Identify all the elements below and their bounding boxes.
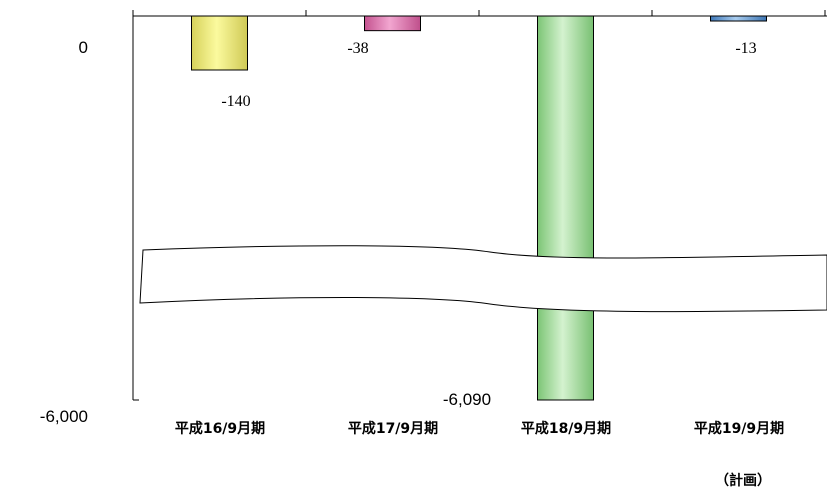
bar-2 [537,15,594,401]
y-tick-label-min: -6,000 [40,407,88,426]
bar-3 [710,15,767,22]
data-labels: -140 -38 -6,090 -13 [221,40,756,409]
axis-break-band [139,245,827,313]
category-label-3: 平成19/9月期 [694,420,784,437]
category-label-0: 平成16/9月期 [175,420,265,437]
data-label-1: -38 [347,40,368,57]
category-label-1: 平成17/9月期 [348,420,438,437]
bars-group [191,15,767,401]
bar-0 [191,15,248,71]
data-label-0: -140 [221,93,250,110]
data-label-2: -6,090 [443,390,491,409]
y-tick-label-0: 0 [79,38,88,57]
plan-note-label: （計画） [715,472,771,489]
data-label-3: -13 [735,40,756,57]
category-labels: 平成16/9月期 平成17/9月期 平成18/9月期 平成19/9月期 [175,420,784,437]
bar-1 [364,15,421,32]
category-label-2: 平成18/9月期 [521,420,611,437]
axis-break-shape [139,245,827,313]
